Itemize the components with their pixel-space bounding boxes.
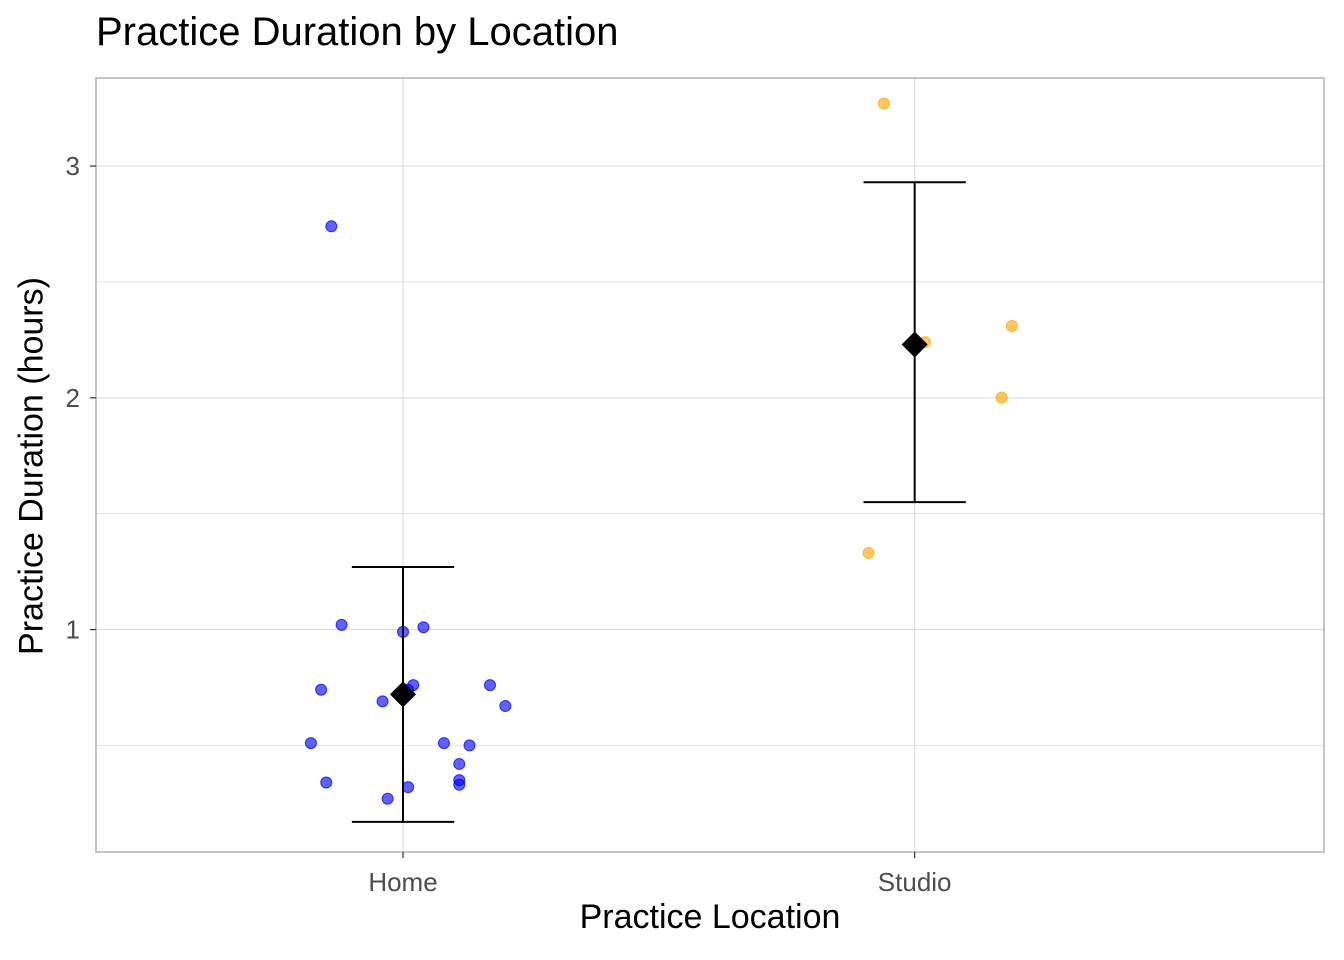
data-point <box>335 618 348 631</box>
x-tick-label: Home <box>368 867 437 897</box>
mean-marker <box>390 681 416 708</box>
data-point <box>304 737 317 750</box>
data-point <box>995 391 1008 404</box>
y-tick-label: 1 <box>66 615 80 645</box>
data-point <box>402 781 415 794</box>
x-tick-label: Studio <box>878 867 952 897</box>
chart-title: Practice Duration by Location <box>96 10 619 54</box>
panel-border <box>95 77 1325 853</box>
data-point <box>376 695 389 708</box>
data-point <box>437 737 450 750</box>
data-point <box>499 700 512 713</box>
data-point <box>877 97 890 110</box>
mean-marker <box>901 331 928 358</box>
data-point <box>453 757 466 770</box>
y-tick-label: 2 <box>66 383 80 413</box>
data-point <box>483 679 496 692</box>
data-point <box>320 776 333 789</box>
data-point <box>381 792 394 805</box>
data-point <box>453 778 466 791</box>
x-axis-title: Practice Location <box>579 898 841 936</box>
data-point <box>417 621 430 634</box>
y-axis-title: Practice Duration (hours) <box>12 277 51 655</box>
data-point <box>463 739 476 752</box>
data-point <box>1005 319 1018 332</box>
y-tick-label: 3 <box>66 151 80 181</box>
data-point <box>315 683 328 696</box>
data-point <box>862 547 875 560</box>
data-point <box>325 220 338 233</box>
